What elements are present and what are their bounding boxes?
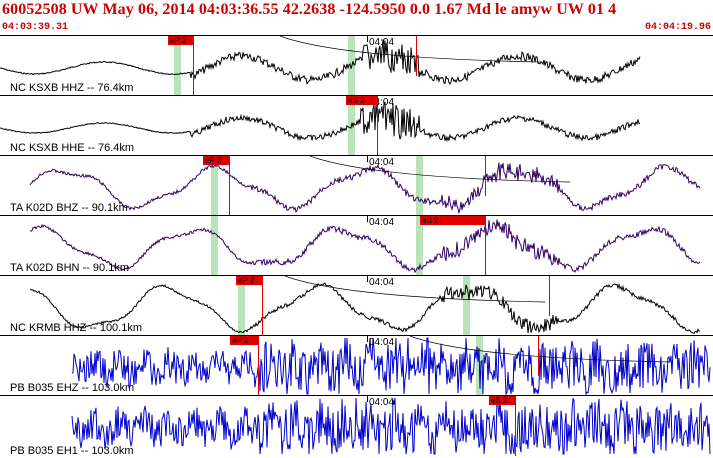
time-mark-label: 04:04 [369,217,395,228]
phase-pick-tag[interactable]: eS 2 [489,396,515,405]
phase-window-band [416,156,423,215]
header-bar: 60052508 UW May 06, 2014 04:03:36.55 42.… [0,0,713,34]
phase-window-band [416,216,423,275]
trace-panel[interactable]: 04:04 eS 2 NC KSXB HHE -- 76.4km [0,95,713,155]
phase-pick-tag[interactable]: eP 2 [203,156,229,165]
time-tick [367,336,368,342]
phase-window-band [463,276,470,335]
pick-marker-line[interactable] [193,36,194,95]
station-label: NC KSXB HHZ -- 76.4km [10,82,134,94]
phase-window-band [211,156,218,215]
pick-marker-line[interactable] [485,156,486,196]
waveform [71,397,711,455]
pick-marker-line[interactable] [515,396,516,456]
time-tick [367,156,368,162]
time-mark-label: 04:04 [369,37,395,48]
phase-pick-tag[interactable]: eP 2 [230,336,258,345]
pick-marker-line[interactable] [485,216,486,275]
trace-panel[interactable]: 04:04 eS 2 PB B035 EH1 -- 103.0km [0,395,713,458]
event-title: 60052508 UW May 06, 2014 04:03:36.55 42.… [2,1,617,18]
end-time: 04:04:19.96 [644,22,711,33]
waveform [29,276,701,334]
station-label: TA K02D BHN -- 90.1km [10,262,129,274]
time-mark-label: 04:04 [369,397,395,408]
waveform [0,101,641,143]
trace-panel[interactable]: 04:04 eP 2 PB B035 EHZ -- 103.0km [0,335,713,395]
time-tick [367,276,368,282]
waveform [71,336,711,395]
phase-window-band [238,276,245,335]
time-tick [367,396,368,402]
trace-panel[interactable]: 04:04 eS 2 TA K02D BHN -- 90.1km [0,215,713,275]
waveform [0,36,641,85]
pick-marker-line[interactable] [229,156,230,215]
waveform [29,219,701,274]
trace-panel[interactable]: 04:04 eP 2 TA K02D BHZ -- 90.1km [0,155,713,215]
start-time: 04:03:39.31 [2,22,69,33]
trace-panel[interactable]: 04:04 eP 2 NC KSXB HHZ -- 76.4km [0,35,713,95]
time-mark-label: 04:04 [369,337,395,348]
time-tick [367,36,368,42]
pick-marker-line[interactable] [262,276,263,335]
time-mark-label: 04:04 [369,277,395,288]
station-label: TA K02D BHZ -- 90.1km [10,202,128,214]
phase-window-band [211,216,218,275]
phase-pick-tag[interactable]: eS 2 [346,96,377,105]
phase-window-band [174,36,181,95]
trace-panel[interactable]: 04:04 eP 2 NC KRMB HHZ -- 100.1km [0,275,713,335]
pick-marker-line[interactable] [538,336,539,376]
time-mark-label: 04:04 [369,157,395,168]
waveform [29,156,701,215]
station-label: PB B035 EHZ -- 103.0km [10,382,135,394]
pick-marker-line[interactable] [377,96,378,155]
time-tick [367,216,368,222]
phase-pick-tag[interactable]: eP 2 [168,36,193,45]
pick-marker-line[interactable] [549,276,550,316]
phase-pick-tag[interactable]: eP 2 [236,276,262,285]
pick-marker-line[interactable] [416,36,417,76]
station-label: NC KRMB HHZ -- 100.1km [10,322,143,334]
time-mark-label: 04:04 [369,97,395,108]
pick-marker-line[interactable] [258,336,259,395]
phase-pick-tag[interactable]: eS 2 [420,216,485,225]
station-label: NC KSXB HHE -- 76.4km [10,142,135,154]
station-label: PB B035 EH1 -- 103.0km [10,445,134,457]
